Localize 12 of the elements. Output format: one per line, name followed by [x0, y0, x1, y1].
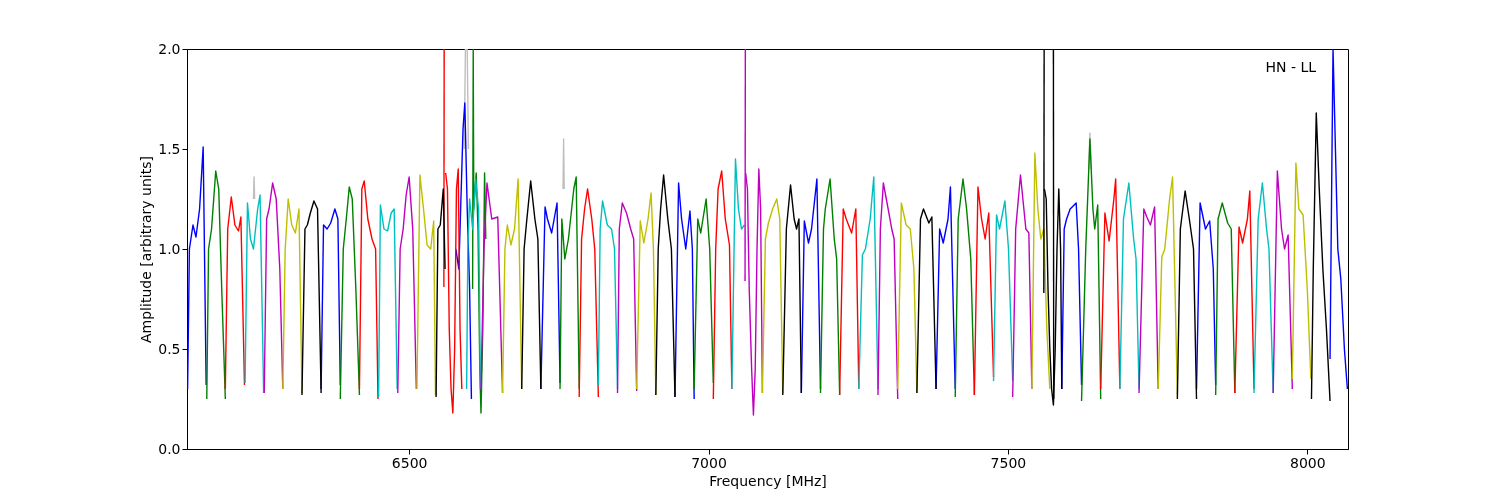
- x-axis-title: Frequency [MHz]: [709, 472, 827, 489]
- y-tick-label: 0.5: [158, 340, 181, 357]
- y-tick-label: 2.0: [158, 40, 181, 57]
- y-axis-title: Amplitude [arbitrary units]: [138, 156, 155, 343]
- x-tick-label: 8000: [1289, 454, 1326, 471]
- y-tick-label: 1.0: [158, 240, 181, 257]
- x-tick-label: 7000: [691, 454, 727, 471]
- y-tick-label: 1.5: [158, 140, 181, 157]
- x-tick-label: 7500: [990, 454, 1027, 471]
- x-tick-label: 6500: [391, 454, 428, 471]
- annotation: HN - LL: [1265, 59, 1317, 75]
- y-tick-label: 0.0: [158, 440, 181, 457]
